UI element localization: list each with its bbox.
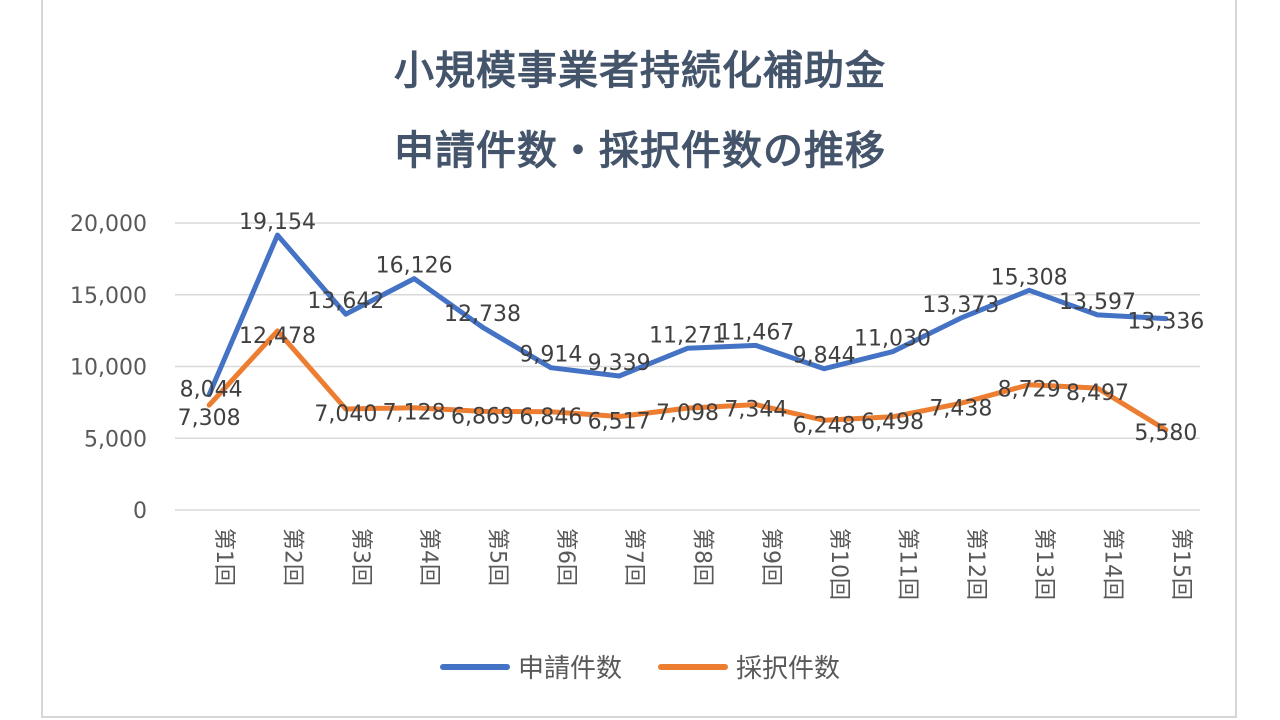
legend-swatch-applications [439,663,510,670]
x-tick-label: 第4回 [416,528,441,586]
chart-title-line1: 小規模事業者持続化補助金 [394,48,886,94]
data-label: 6,248 [793,413,856,438]
data-label: 8,497 [1066,381,1129,406]
x-tick-label: 第1回 [211,528,236,586]
x-tick-label: 第3回 [348,528,373,586]
x-tick-label: 第15回 [1168,528,1193,600]
x-tick-label: 第12回 [963,528,988,600]
y-tick-label: 10,000 [70,356,147,381]
series-line-0 [206,232,1169,398]
legend-item-applications: 申請件数 [439,648,622,685]
x-tick-label: 第6回 [553,528,578,586]
data-label: 6,869 [451,404,514,429]
data-label: 16,126 [376,254,453,279]
chart-frame [41,0,1237,718]
data-label: 6,517 [588,409,651,434]
data-label: 9,844 [793,344,856,369]
x-tick-label: 第7回 [621,528,646,586]
y-tick-label: 15,000 [70,284,147,309]
data-label: 15,308 [991,265,1068,290]
data-label: 13,597 [1059,290,1136,315]
x-tick-label: 第11回 [895,528,920,600]
legend-label-adoptions: 採択件数 [736,654,841,684]
legend-label-applications: 申請件数 [517,654,622,684]
chart-legend: 申請件数 採択件数 [0,648,1280,685]
data-label: 6,846 [519,405,582,430]
x-tick-label: 第8回 [690,528,715,586]
data-label: 12,478 [239,324,316,349]
x-tick-label: 第14回 [1100,528,1125,600]
data-label: 7,438 [929,396,992,421]
data-label: 9,339 [588,351,651,376]
data-label: 9,914 [519,343,582,368]
x-tick-label: 第2回 [280,528,305,586]
legend-item-adoptions: 採択件数 [658,648,840,685]
data-label: 7,040 [314,402,377,427]
data-label: 11,030 [854,327,931,352]
data-label: 8,044 [180,378,243,403]
series-line-1 [206,328,1169,433]
data-label: 7,308 [178,406,241,431]
x-tick-label: 第10回 [826,528,851,600]
data-label: 8,729 [998,378,1061,403]
y-tick-label: 5,000 [84,427,147,452]
chart-title-line2: 申請件数・採択件数の推移 [394,128,886,174]
data-label: 11,467 [717,320,794,345]
x-tick-label: 第13回 [1031,528,1056,600]
data-label: 7,128 [383,401,446,426]
data-label: 13,336 [1127,310,1204,335]
data-label: 19,154 [239,210,316,235]
data-label: 7,098 [656,401,719,426]
y-tick-label: 0 [133,499,147,524]
x-tick-label: 第9回 [758,528,783,586]
x-tick-label: 第5回 [485,528,510,586]
data-label: 6,498 [861,410,924,435]
y-tick-label: 20,000 [70,212,147,237]
data-label: 7,344 [724,398,787,423]
data-label: 11,271 [649,323,726,348]
data-label: 5,580 [1134,421,1197,446]
legend-swatch-adoptions [658,663,728,670]
data-label: 13,373 [922,293,999,318]
data-label: 12,738 [444,302,521,327]
data-label: 13,642 [307,289,384,314]
